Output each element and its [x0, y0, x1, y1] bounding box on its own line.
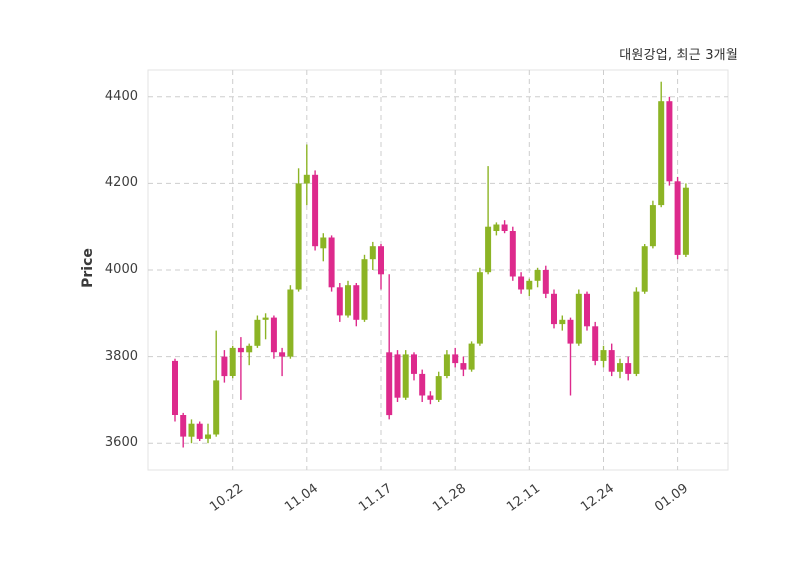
candle-body — [419, 373, 426, 396]
candle-body — [526, 280, 533, 290]
candle-body — [328, 237, 335, 288]
candle-body — [468, 343, 475, 370]
candle-body — [287, 289, 294, 357]
candle-body — [674, 181, 681, 255]
candle-body — [180, 415, 187, 437]
candle-body — [312, 174, 319, 247]
candle-body — [270, 317, 277, 353]
candle-body — [559, 319, 566, 325]
candle-body — [682, 187, 689, 255]
y-tick-label: 3800 — [104, 348, 138, 364]
candle-body — [501, 224, 508, 231]
candle-body — [658, 101, 665, 206]
candle-body — [411, 354, 417, 374]
candle-body — [172, 360, 178, 415]
candle-body — [221, 356, 228, 377]
candle-body — [452, 354, 459, 364]
candle-body — [378, 246, 384, 275]
candle-body — [649, 205, 656, 247]
candle-body — [534, 270, 541, 281]
candle-body — [369, 246, 376, 260]
y-tick-label: 4400 — [104, 88, 138, 104]
candle-body — [600, 350, 607, 361]
candle-body — [641, 246, 648, 292]
candle-body — [345, 285, 351, 316]
candle-body — [575, 293, 582, 344]
candle-body — [303, 174, 310, 184]
candle-body — [361, 259, 368, 320]
candle-body — [254, 319, 261, 346]
candle-body — [427, 395, 434, 400]
candle-body — [320, 237, 327, 249]
candle-body — [205, 434, 211, 439]
candle-body — [551, 293, 557, 325]
candle-body — [435, 376, 442, 400]
y-tick-label: 4000 — [104, 262, 138, 277]
candle-body — [460, 363, 467, 370]
candle-body — [295, 183, 302, 290]
candle-body — [567, 319, 574, 344]
candle-body — [188, 423, 195, 437]
y-tick-label: 3600 — [104, 435, 138, 451]
candle-body — [394, 354, 401, 398]
candle-body — [237, 347, 244, 353]
candle-body — [279, 352, 286, 357]
candle-body — [509, 231, 516, 277]
candle-body — [493, 224, 500, 231]
candle-body — [584, 293, 590, 327]
candle-body — [617, 363, 623, 372]
candle-body — [476, 272, 483, 344]
candle-body — [386, 352, 393, 416]
candle-body — [518, 276, 525, 290]
candle-body — [196, 423, 203, 439]
candle-body — [625, 363, 632, 374]
candle-body — [633, 291, 640, 374]
candle-body — [262, 317, 269, 320]
candle-body — [402, 354, 409, 398]
candle-body — [542, 270, 549, 294]
candle-body — [592, 326, 599, 361]
chart-title: 대원강업, 최근 3개월 — [619, 48, 738, 63]
candle-body — [229, 347, 236, 376]
candle-body — [485, 226, 492, 273]
y-tick-label: 4200 — [104, 175, 138, 191]
candle-body — [353, 285, 360, 320]
candle-body — [246, 345, 253, 353]
candle-body — [336, 287, 343, 316]
candle-body — [443, 354, 450, 376]
candle-body — [213, 380, 220, 435]
candle-body — [666, 101, 673, 182]
candle-body — [608, 350, 615, 372]
